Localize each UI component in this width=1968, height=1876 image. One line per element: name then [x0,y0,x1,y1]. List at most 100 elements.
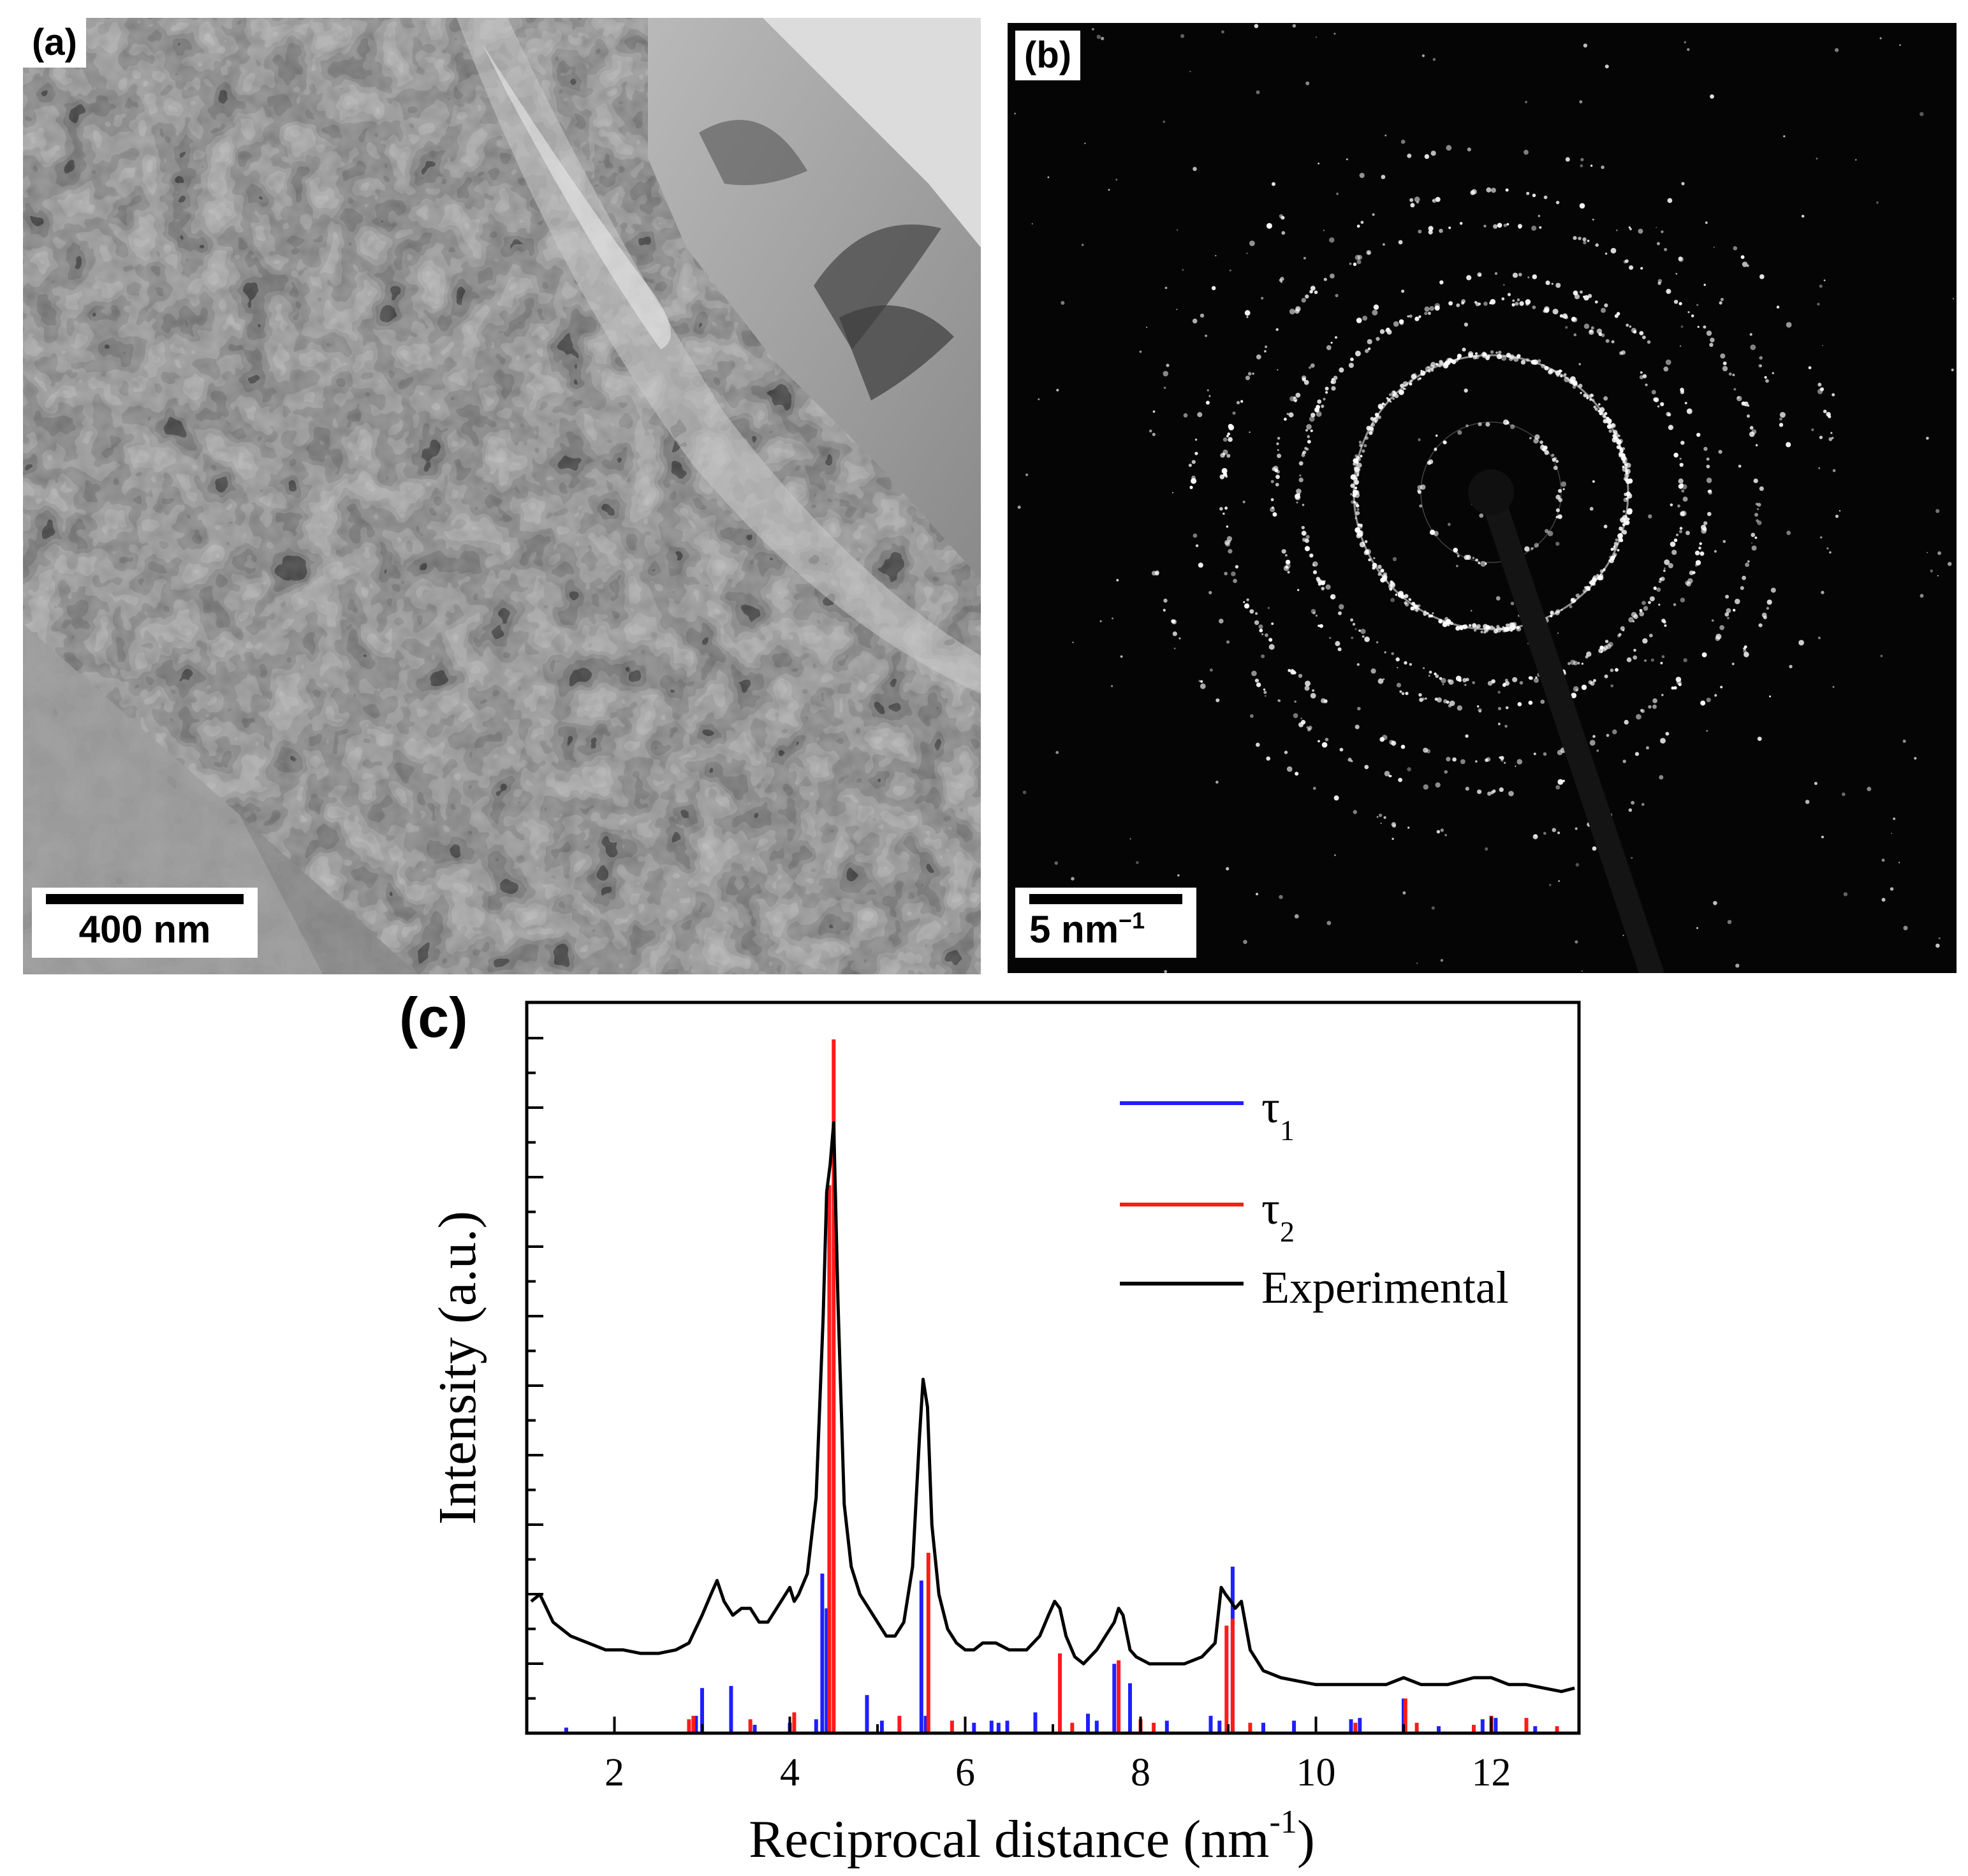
diffraction-spot [1668,425,1673,430]
diffraction-spot [1696,432,1701,437]
diffraction-spot [1622,934,1624,937]
diffraction-spot [1430,150,1436,156]
diffraction-spot [1642,335,1646,339]
diffraction-spot [1435,674,1439,678]
diffraction-spot [1552,828,1557,832]
diffraction-spot [1626,509,1633,515]
diffraction-spot [1520,360,1526,365]
diffraction-spot [1434,305,1440,311]
diffraction-spot [1355,502,1358,506]
diffraction-spot [1250,714,1254,718]
diffraction-spot [1475,558,1478,562]
diffraction-spot [1532,274,1538,279]
diffraction-spot [1191,460,1196,464]
diffraction-spot [1920,594,1924,598]
diffraction-spot [1658,580,1662,583]
diffraction-spot [1435,196,1441,202]
diffraction-spot [1616,229,1618,231]
beam-stop [1468,469,1514,515]
diffraction-spot [1295,772,1299,776]
diffraction-spot [1455,626,1460,631]
diffraction-spot [1594,407,1598,411]
diffraction-spot [1364,765,1369,770]
diffraction-spot [1515,302,1519,306]
diffraction-spot [1703,325,1707,329]
diffraction-spot [1383,678,1385,680]
diffraction-spot [1698,546,1701,550]
diffraction-spot [1279,279,1282,282]
diffraction-spot [1400,744,1406,749]
diffraction-spot [1205,334,1208,337]
x-tick-label: 8 [1131,1751,1150,1794]
diffraction-spot [1189,71,1191,73]
diffraction-spot [1373,557,1376,560]
diffraction-spot [1789,664,1793,668]
diffraction-spot [1646,746,1649,750]
diffraction-spot [1291,669,1293,671]
diffraction-spot [1200,313,1205,318]
diffraction-spot [1579,203,1585,209]
diffraction-spot [1680,510,1687,517]
diffraction-spot [1318,582,1321,586]
diffraction-spot [1832,393,1835,397]
diffraction-spot [1395,593,1398,596]
diffraction-spot [1468,351,1474,357]
diffraction-spot [1286,766,1293,772]
diffraction-spot [1193,166,1197,172]
diffraction-spot [1619,526,1623,531]
diffraction-spot [1490,350,1494,354]
diffraction-spot [1402,891,1406,895]
diffraction-spot [1707,511,1712,517]
scale-bar-b-text: 5 nm−1 [1029,907,1145,951]
diffraction-spot [1446,145,1452,151]
diffraction-spot [1545,529,1549,533]
diffraction-spot [1395,657,1400,662]
diffraction-spot [1307,439,1311,444]
diffraction-spot [1356,473,1360,477]
diffraction-spot [1557,779,1564,785]
diffraction-spot [1551,282,1553,285]
diffraction-spot [1543,752,1547,756]
diffraction-spot [1392,397,1395,400]
diffraction-spot [1376,337,1380,341]
diffraction-spot [1171,619,1175,624]
diffraction-spot [1392,837,1394,840]
diffraction-spot [1266,756,1270,761]
diffraction-spot [1678,530,1683,534]
diffraction-spot [1510,601,1515,606]
diffraction-spot [1448,523,1451,526]
diffraction-spot [1476,705,1480,708]
diffraction-spot [1419,504,1423,508]
diffraction-spot [1389,393,1392,397]
diffraction-spot [1754,536,1758,539]
diffraction-spot [1402,387,1406,390]
diffraction-spot [1706,698,1711,703]
diffraction-spot [1497,722,1501,726]
diffraction-spot [1416,201,1420,204]
diffraction-spot [1194,451,1198,455]
diffraction-spot [1544,307,1550,313]
diffraction-spot [1301,453,1305,457]
diffraction-spot [1706,330,1712,336]
panel-a-label: (a) [23,18,86,68]
diffraction-spot [1727,617,1729,620]
diffraction-spot [1256,354,1261,360]
diffraction-spot [1469,624,1472,627]
diffraction-spot [1627,478,1633,484]
diffraction-spot [1493,224,1498,229]
diffraction-spot [1553,465,1558,471]
diffraction-spot [1139,350,1142,353]
diffraction-spot [1334,854,1336,856]
diffraction-spot [1444,617,1449,621]
diffraction-spot [1356,508,1360,511]
diffraction-spot [1231,571,1236,576]
diffraction-spot [1724,612,1729,617]
diffraction-spot [1056,388,1059,392]
diffraction-spot [1284,418,1287,421]
diffraction-spot [1421,54,1425,57]
diffraction-spot [1568,662,1571,665]
diffraction-spot [1594,300,1598,304]
diffraction-spot [1297,493,1300,496]
diffraction-spot [1588,680,1592,684]
diffraction-spot [1732,374,1735,376]
